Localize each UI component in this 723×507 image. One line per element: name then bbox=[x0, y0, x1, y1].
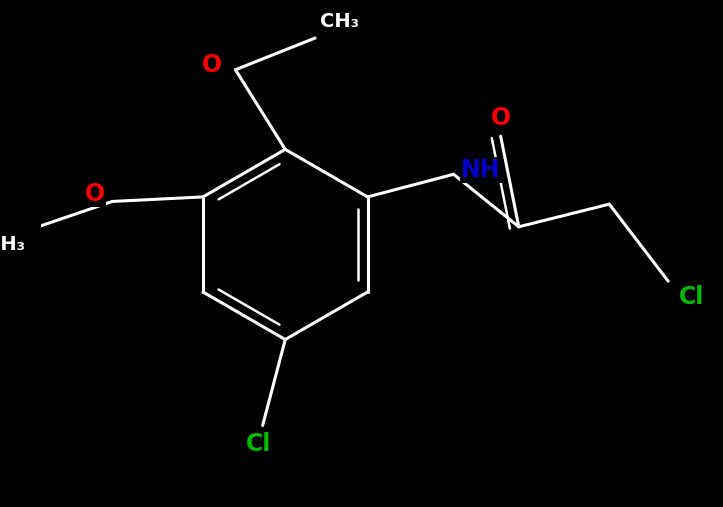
Text: NH: NH bbox=[461, 158, 500, 182]
Text: Cl: Cl bbox=[245, 431, 271, 456]
Text: O: O bbox=[491, 106, 510, 130]
Text: CH₃: CH₃ bbox=[320, 12, 359, 31]
Text: O: O bbox=[202, 53, 222, 77]
Text: CH₃: CH₃ bbox=[0, 235, 25, 255]
Text: Cl: Cl bbox=[679, 285, 704, 309]
Text: O: O bbox=[85, 182, 105, 206]
